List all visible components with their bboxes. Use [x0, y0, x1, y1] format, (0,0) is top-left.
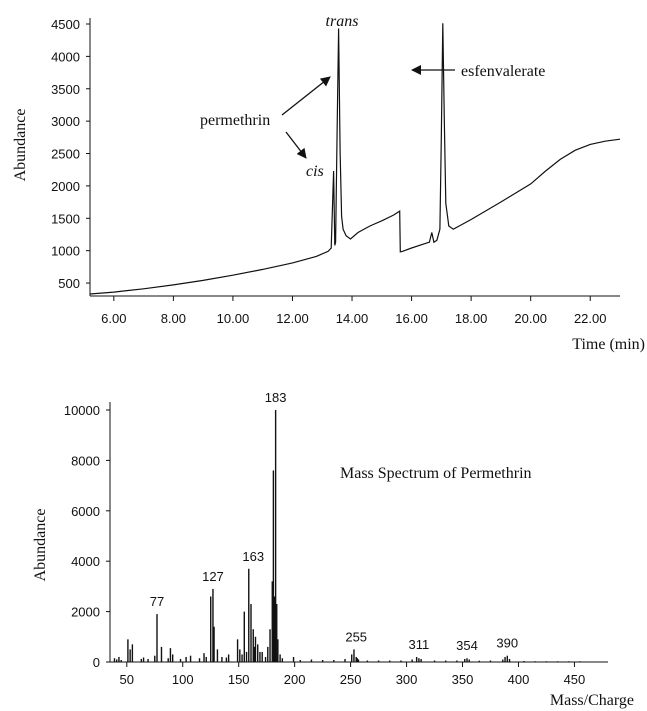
mass-spectrum-y-tick-label: 6000: [71, 504, 100, 519]
mass-spectrum-axes: [109, 402, 608, 663]
mass-spectrum-peak-labels: 77 127 163 183 255 311 354 390: [150, 390, 518, 653]
chromatogram-x-tick-label: 14.00: [336, 311, 369, 326]
mass-spectrum-x-tick-label: 350: [452, 672, 474, 687]
mass-spectrum-y-tick-label: 0: [93, 655, 100, 670]
mass-spectrum-x-tick-label: 450: [564, 672, 586, 687]
annotation-permethrin: permethrin: [200, 112, 270, 129]
chromatogram-axes: [89, 18, 620, 297]
chromatogram-y-axis-label: Abundance: [12, 109, 29, 182]
chromatogram-y-tick-label: 4000: [51, 49, 80, 64]
chromatogram-y-tick-label: 3000: [51, 114, 80, 129]
chromatogram-trace: [89, 23, 621, 295]
mass-spectrum-y-axis-label: Abundance: [32, 509, 49, 582]
chromatogram-y-tick-label: 1000: [51, 244, 80, 259]
mass-spectrum-x-ticks: 50 100 150 200 250 300 350 400 450: [120, 662, 586, 687]
chromatogram-y-ticks: 500 1000 1500 2000 2500 3000 3500 4000 4500: [51, 17, 90, 291]
mass-spectrum-x-axis-label: Mass/Charge: [550, 692, 634, 709]
chromatogram-x-tick-label: 22.00: [574, 311, 607, 326]
chromatogram-y-tick-label: 3500: [51, 82, 80, 97]
mass-spectrum-x-tick-label: 200: [284, 672, 306, 687]
mass-spectrum-peak-label: 354: [456, 638, 478, 653]
mass-spectrum-x-tick-label: 150: [228, 672, 250, 687]
mass-spectrum-peak-label: 311: [409, 637, 430, 652]
annotation-esfenvalerate: esfenvalerate: [461, 63, 545, 80]
mass-spectrum-y-tick-label: 4000: [71, 554, 100, 569]
annotation-cis: cis: [306, 163, 324, 180]
mass-spectrum-peak-label: 77: [150, 594, 164, 609]
chromatogram-y-tick-label: 2000: [51, 179, 80, 194]
mass-spectrum-y-ticks: 0 2000 4000 6000 8000 10000: [64, 403, 110, 670]
mass-spectrum-peak-label: 127: [202, 569, 224, 584]
chromatogram-y-tick-label: 4500: [51, 17, 80, 32]
mass-spectrum-x-tick-label: 250: [340, 672, 362, 687]
arrow-permethrin-trans: [281, 76, 331, 116]
mass-spectrum-peaks: [113, 410, 581, 662]
mass-spectrum-x-tick-label: 100: [172, 672, 194, 687]
chromatogram-x-tick-label: 6.00: [101, 311, 126, 326]
mass-spectrum-peak-label: 390: [496, 636, 518, 651]
mass-spectrum-peak-label: 255: [345, 629, 367, 644]
chromatogram-y-tick-label: 500: [58, 276, 80, 291]
mass-spectrum-y-tick-label: 2000: [71, 605, 100, 620]
mass-spectrum-x-tick-label: 50: [120, 672, 134, 687]
chromatogram-x-tick-label: 20.00: [514, 311, 547, 326]
chromatogram-x-tick-label: 12.00: [276, 311, 309, 326]
mass-spectrum-title: Mass Spectrum of Permethrin: [340, 465, 532, 482]
chromatogram-x-axis-label: Time (min): [572, 336, 645, 353]
mass-spectrum-y-tick-label: 8000: [71, 453, 100, 468]
arrow-permethrin-cis: [285, 131, 307, 159]
mass-spectrum-peak-label: 163: [242, 549, 264, 564]
chromatogram-x-tick-label: 18.00: [455, 311, 488, 326]
chromatogram-y-tick-label: 1500: [51, 211, 80, 226]
chromatogram-x-tick-label: 16.00: [395, 311, 428, 326]
chromatogram-x-tick-label: 10.00: [217, 311, 250, 326]
mass-spectrum-x-tick-label: 400: [508, 672, 530, 687]
chromatogram-x-tick-label: 8.00: [161, 311, 186, 326]
chromatogram-x-ticks: 6.00 8.00 10.00 12.00 14.00 16.00 18.00 20.00 22…: [101, 296, 606, 326]
chromatogram-chart: 500 1000 1500 2000 2500 3000 3500 4000 4500 6.00…: [12, 13, 645, 353]
mass-spectrum-y-tick-label: 10000: [64, 403, 100, 418]
mass-spectrum-chart: 0 2000 4000 6000 8000 10000 50 100 150 200 250 300…: [32, 390, 634, 709]
chromatogram-y-tick-label: 2500: [51, 147, 80, 162]
mass-spectrum-x-tick-label: 300: [396, 672, 418, 687]
annotation-trans: trans: [326, 13, 359, 30]
mass-spectrum-peak-label: 183: [265, 390, 287, 405]
